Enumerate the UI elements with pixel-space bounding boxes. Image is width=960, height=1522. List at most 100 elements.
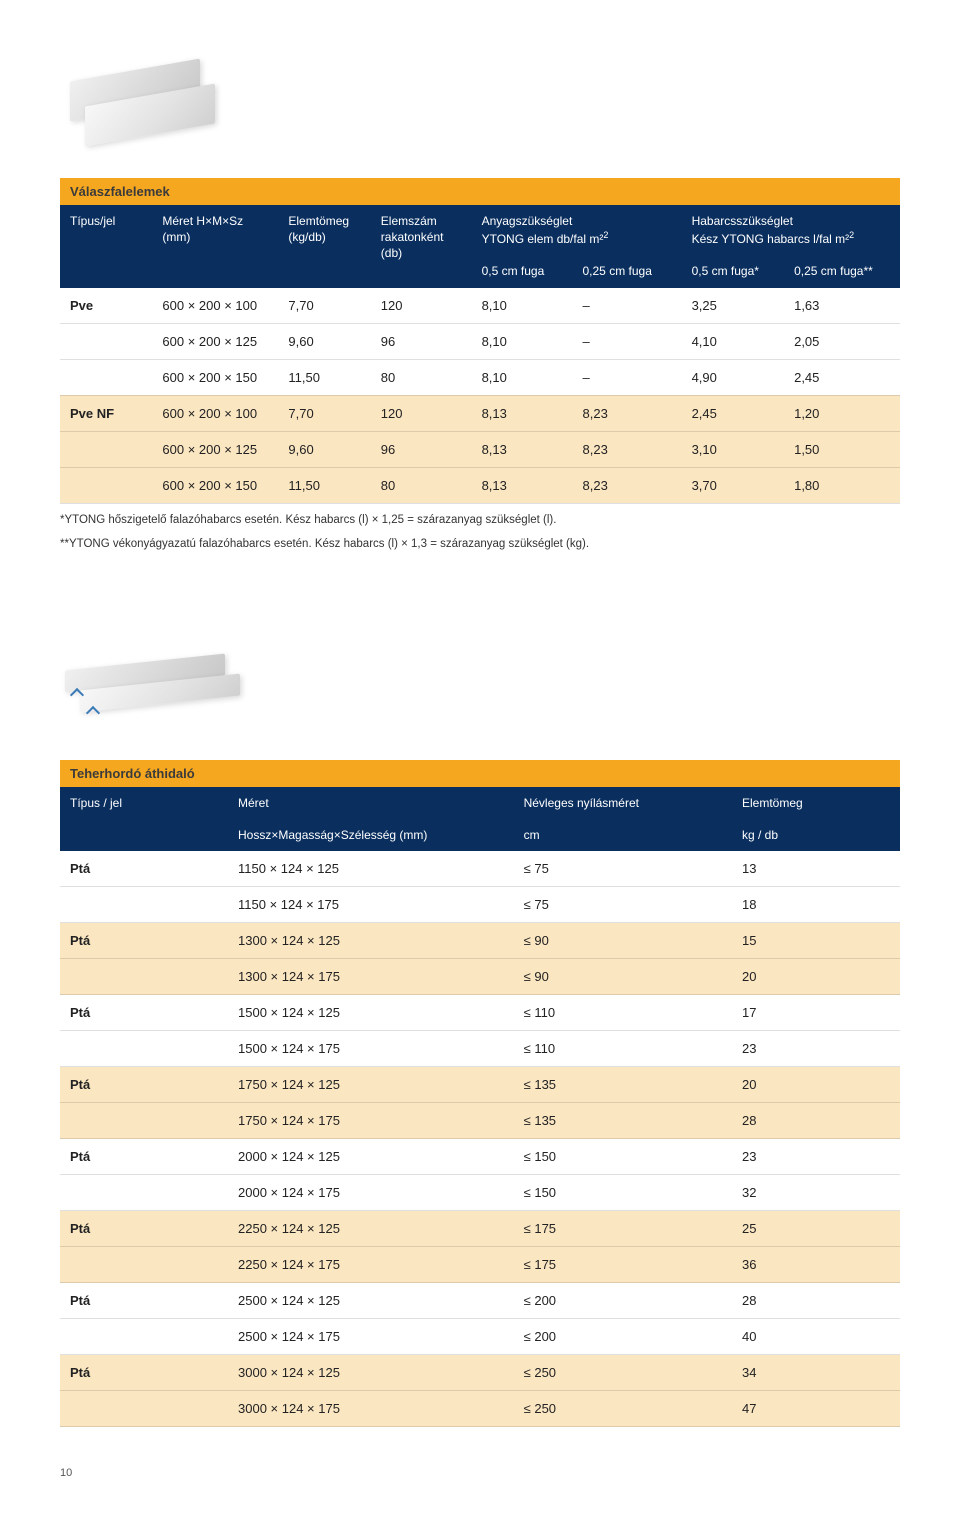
table-cell: 3,70: [682, 467, 785, 503]
table-cell: Ptá: [60, 1139, 228, 1175]
table-cell: 1,63: [784, 288, 900, 324]
table-cell: 1,20: [784, 395, 900, 431]
table-cell: [60, 359, 152, 395]
table-cell: –: [573, 323, 682, 359]
table-cell: 15: [732, 923, 900, 959]
table-cell: 2250 × 124 × 175: [228, 1247, 514, 1283]
table-cell: 3000 × 124 × 175: [228, 1391, 514, 1427]
table-cell: 600 × 200 × 125: [152, 323, 278, 359]
t1-h-col6s2: 0,25 cm fuga**: [784, 255, 900, 287]
table-cell: Ptá: [60, 1283, 228, 1319]
table-cell: 600 × 200 × 150: [152, 359, 278, 395]
table-cell: ≤ 175: [514, 1211, 732, 1247]
table-row: 1150 × 124 × 175≤ 7518: [60, 887, 900, 923]
table-cell: 34: [732, 1355, 900, 1391]
table-row: Ptá2250 × 124 × 125≤ 17525: [60, 1211, 900, 1247]
table-cell: ≤ 200: [514, 1283, 732, 1319]
table-row: 600 × 200 × 15011,50808,138,233,701,80: [60, 467, 900, 503]
table-cell: ≤ 90: [514, 959, 732, 995]
table-cell: 7,70: [278, 288, 370, 324]
table-cell: 36: [732, 1247, 900, 1283]
table-row: 3000 × 124 × 175≤ 25047: [60, 1391, 900, 1427]
table-row: Ptá1750 × 124 × 125≤ 13520: [60, 1067, 900, 1103]
table-cell: 8,10: [472, 288, 573, 324]
t2-h-col1: Típus / jel: [70, 796, 122, 810]
table-cell: 2500 × 124 × 175: [228, 1319, 514, 1355]
product-image-blocks: [60, 40, 240, 170]
table-cell: [60, 1391, 228, 1427]
table-cell: 120: [371, 395, 472, 431]
table-cell: 1750 × 124 × 125: [228, 1067, 514, 1103]
table1-footnote1: *YTONG hőszigetelő falazóhabarcs esetén.…: [60, 512, 900, 528]
t1-h-col2a: Méret H×M×Sz: [162, 214, 243, 228]
table-cell: 120: [371, 288, 472, 324]
table-cell: Ptá: [60, 923, 228, 959]
table-cell: 8,13: [472, 467, 573, 503]
table-cell: 4,90: [682, 359, 785, 395]
table-cell: 9,60: [278, 431, 370, 467]
table-cell: Ptá: [60, 851, 228, 887]
table-cell: ≤ 150: [514, 1175, 732, 1211]
table-cell: 23: [732, 1031, 900, 1067]
table-cell: ≤ 250: [514, 1355, 732, 1391]
table-cell: 2000 × 124 × 175: [228, 1175, 514, 1211]
table-row: 2000 × 124 × 175≤ 15032: [60, 1175, 900, 1211]
table-row: Ptá2500 × 124 × 125≤ 20028: [60, 1283, 900, 1319]
table-cell: 1300 × 124 × 175: [228, 959, 514, 995]
table-cell: 1500 × 124 × 125: [228, 995, 514, 1031]
table-cell: 1300 × 124 × 125: [228, 923, 514, 959]
table-row: 2500 × 124 × 175≤ 20040: [60, 1319, 900, 1355]
table-cell: ≤ 135: [514, 1067, 732, 1103]
t1-h-col5s1: 0,5 cm fuga: [472, 255, 573, 287]
t1-h-col3a: Elemtömeg: [288, 214, 349, 228]
table-cell: 1150 × 124 × 175: [228, 887, 514, 923]
table-cell: 13: [732, 851, 900, 887]
table-cell: –: [573, 359, 682, 395]
table-cell: 600 × 200 × 100: [152, 288, 278, 324]
table-cell: 32: [732, 1175, 900, 1211]
table-cell: 23: [732, 1139, 900, 1175]
table-cell: 96: [371, 431, 472, 467]
t1-h-col2b: (mm): [162, 229, 268, 245]
table-cell: 7,70: [278, 395, 370, 431]
table-cell: ≤ 200: [514, 1319, 732, 1355]
table-cell: 2250 × 124 × 125: [228, 1211, 514, 1247]
table-cell: 600 × 200 × 150: [152, 467, 278, 503]
table-row: 600 × 200 × 15011,50808,10–4,902,45: [60, 359, 900, 395]
table-row: Ptá2000 × 124 × 125≤ 15023: [60, 1139, 900, 1175]
table-cell: 600 × 200 × 100: [152, 395, 278, 431]
table-cell: 2500 × 124 × 125: [228, 1283, 514, 1319]
table-row: 1750 × 124 × 175≤ 13528: [60, 1103, 900, 1139]
table-row: Ptá1150 × 124 × 125≤ 7513: [60, 851, 900, 887]
t2-h-col2b: Hossz×Magasság×Szélesség (mm): [228, 819, 514, 851]
table-row: 600 × 200 × 1259,60968,10–4,102,05: [60, 323, 900, 359]
table-cell: 2,45: [682, 395, 785, 431]
table-cell: Ptá: [60, 995, 228, 1031]
table-cell: Ptá: [60, 1067, 228, 1103]
table-cell: Ptá: [60, 1355, 228, 1391]
t1-h-col3b: (kg/db): [288, 229, 360, 245]
table-cell: ≤ 150: [514, 1139, 732, 1175]
table-cell: 3,25: [682, 288, 785, 324]
table-cell: 1,80: [784, 467, 900, 503]
table-cell: [60, 431, 152, 467]
table-cell: 8,10: [472, 359, 573, 395]
t2-h-col4b: kg / db: [732, 819, 900, 851]
table-cell: 18: [732, 887, 900, 923]
table-row: 600 × 200 × 1259,60968,138,233,101,50: [60, 431, 900, 467]
page-number: 10: [60, 1467, 900, 1479]
table-cell: 28: [732, 1283, 900, 1319]
table-row: Ptá3000 × 124 × 125≤ 25034: [60, 1355, 900, 1391]
t1-h-col5a: Anyagszükséglet: [482, 214, 573, 228]
table-cell: ≤ 250: [514, 1391, 732, 1427]
table-cell: 80: [371, 359, 472, 395]
table-cell: 96: [371, 323, 472, 359]
table-cell: [60, 467, 152, 503]
table-cell: 1750 × 124 × 175: [228, 1103, 514, 1139]
table-cell: 11,50: [278, 467, 370, 503]
table-cell: Ptá: [60, 1211, 228, 1247]
table-cell: 20: [732, 1067, 900, 1103]
t1-h-col6s1: 0,5 cm fuga*: [682, 255, 785, 287]
table-cell: ≤ 175: [514, 1247, 732, 1283]
t2-h-col2a: Méret: [238, 796, 269, 810]
